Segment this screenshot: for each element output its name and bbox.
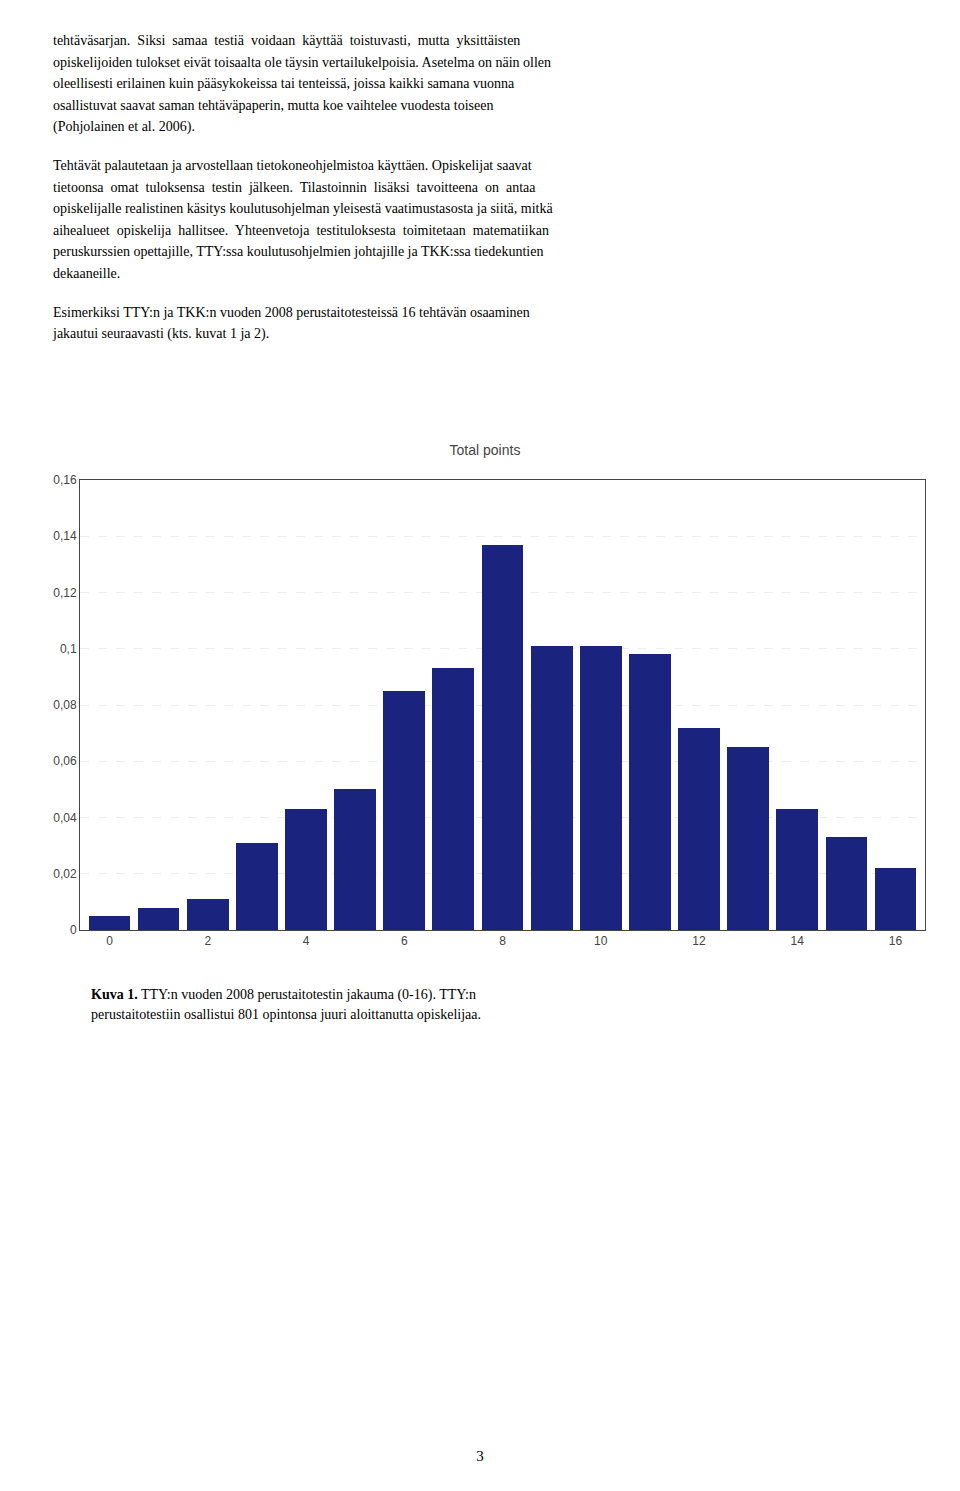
svg-text:Total points: Total points bbox=[450, 442, 521, 458]
svg-text:0,04: 0,04 bbox=[53, 811, 77, 825]
html-text:Esimerkiksi TTY:n ja TKK:n vuo: Esimerkiksi TTY:n ja TKK:n vuoden 2008 p… bbox=[53, 304, 530, 342]
svg-text:0,06: 0,06 bbox=[53, 754, 77, 768]
svg-text:10: 10 bbox=[594, 934, 608, 948]
html-text:3: 3 bbox=[476, 1448, 484, 1464]
svg-text:0,02: 0,02 bbox=[53, 867, 77, 881]
svg-text:12: 12 bbox=[692, 934, 706, 948]
svg-text:14: 14 bbox=[791, 934, 805, 948]
svg-text:0,16: 0,16 bbox=[53, 473, 77, 487]
svg-text:0,08: 0,08 bbox=[53, 698, 77, 712]
svg-text:16: 16 bbox=[889, 934, 903, 948]
svg-text:0,14: 0,14 bbox=[53, 529, 77, 543]
svg-text:6: 6 bbox=[401, 934, 408, 948]
svg-text:0: 0 bbox=[70, 923, 77, 937]
svg-text:2: 2 bbox=[204, 934, 211, 948]
html-text:Kuva 1. TTY:n vuoden 2008 peru: Kuva 1. TTY:n vuoden 2008 perustaitotest… bbox=[91, 987, 481, 1022]
svg-text:0: 0 bbox=[106, 934, 113, 948]
svg-text:0,1: 0,1 bbox=[60, 642, 77, 656]
svg-text:8: 8 bbox=[499, 934, 506, 948]
svg-text:4: 4 bbox=[303, 934, 310, 948]
svg-text:0,12: 0,12 bbox=[53, 586, 77, 600]
html-text:Tehtävät palautetaan ja arvost: Tehtävät palautetaan ja arvostellaan tie… bbox=[53, 158, 553, 281]
html-text:tehtäväsarjan. Siksi samaa tes: tehtäväsarjan. Siksi samaa testiä voidaa… bbox=[53, 33, 552, 135]
